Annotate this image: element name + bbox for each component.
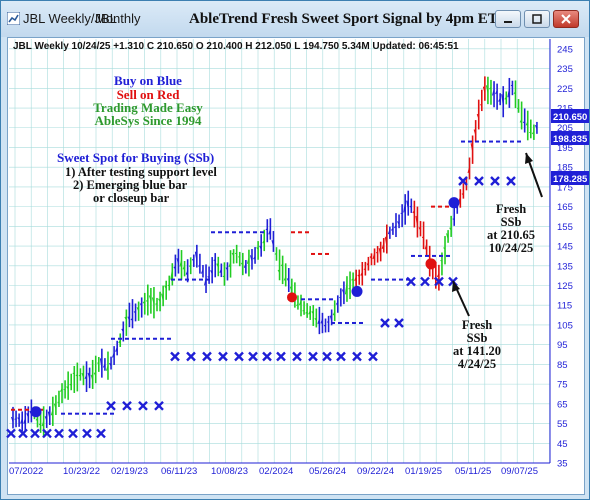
support-x-mark (31, 429, 39, 437)
annotation-first-fresh: Fresh (461, 318, 493, 332)
y-tick-label: 85 (557, 360, 568, 371)
x-tick-label: 05/26/24 (309, 466, 346, 477)
last-price-badge: 210.650 (551, 109, 589, 123)
y-tick-label: 135 (557, 261, 573, 272)
support-x-mark (55, 429, 63, 437)
support-x-mark (123, 402, 131, 410)
y-tick-label: 35 (557, 459, 568, 470)
support-x-mark (353, 353, 361, 361)
support-x-mark (263, 353, 271, 361)
support-x-mark (139, 402, 147, 410)
support-x-mark (475, 177, 483, 185)
price-tick (440, 260, 442, 261)
sweet-spot-line1: 1) After testing support level (65, 165, 217, 179)
sweet-spot-line3: or closeup bar (93, 191, 169, 205)
x-tick-label: 09/07/25 (501, 466, 538, 477)
support-x-mark (407, 278, 415, 286)
support-x-mark (249, 353, 257, 361)
support-x-mark (277, 353, 285, 361)
sell-signal-dot (426, 258, 437, 269)
price-tick (422, 237, 424, 238)
x-tick-label: 06/11/23 (161, 466, 197, 477)
price-tick (214, 260, 216, 261)
support-x-mark (507, 177, 515, 185)
x-tick-label: 02/2024 (259, 466, 293, 477)
price-badge-label: 178.285 (553, 174, 588, 185)
legend-since: AbleSys Since 1994 (73, 113, 223, 129)
x-tick-label: 09/22/24 (357, 466, 394, 477)
buy-signal-dot (352, 286, 363, 297)
sell-signal-dot (287, 292, 297, 302)
price-badge-label: 210.650 (553, 112, 587, 123)
support-x-mark (107, 402, 115, 410)
price-tick (462, 194, 464, 195)
y-tick-label: 235 (557, 64, 573, 75)
support-x-mark (421, 278, 429, 286)
y-tick-label: 165 (557, 202, 573, 213)
y-tick-label: 245 (557, 44, 573, 55)
annotation-arrowhead (452, 281, 460, 292)
level-price-badge: 178.285 (551, 171, 589, 185)
support-x-mark (323, 353, 331, 361)
support-x-mark (309, 353, 317, 361)
sweet-spot-line2: 2) Emerging blue bar (73, 178, 187, 192)
price-tick (73, 373, 75, 374)
support-x-mark (155, 402, 163, 410)
annotation-second-ssb: SSb (495, 215, 527, 229)
support-x-mark (293, 353, 301, 361)
price-tick (15, 419, 17, 420)
annotation-first-ssb: SSb (461, 331, 493, 345)
x-tick-label: 10/23/22 (63, 466, 100, 477)
support-x-mark (83, 429, 91, 437)
support-x-mark (491, 177, 499, 185)
price-tick (238, 257, 240, 258)
y-tick-label: 45 (557, 439, 568, 450)
price-tick (324, 326, 326, 327)
support-x-mark (187, 353, 195, 361)
x-tick-label: 10/08/23 (211, 466, 248, 477)
price-tick (327, 322, 329, 323)
y-tick-label: 145 (557, 242, 573, 253)
support-x-mark (395, 319, 403, 327)
y-tick-label: 115 (557, 301, 572, 312)
support-x-mark (69, 429, 77, 437)
sweet-spot-title: Sweet Spot for Buying (SSb) (57, 151, 214, 165)
x-tick-label: 05/11/25 (455, 466, 491, 477)
y-tick-label: 125 (557, 281, 573, 292)
buy-signal-dot (31, 406, 42, 417)
support-x-mark (337, 353, 345, 361)
annotation-second-date: 10/24/25 (483, 241, 539, 255)
x-tick-label: 02/19/23 (111, 466, 148, 477)
price-badge-label: 198.835 (553, 134, 588, 145)
price-tick (376, 252, 378, 253)
price-tick (480, 104, 482, 105)
y-tick-label: 55 (557, 419, 568, 430)
y-tick-label: 65 (557, 399, 568, 410)
y-tick-label: 225 (557, 84, 573, 95)
annotation-first-date: 4/24/25 (449, 357, 505, 371)
support-price-badge: 198.835 (551, 131, 589, 145)
support-x-mark (203, 353, 211, 361)
y-tick-label: 105 (557, 320, 573, 331)
x-tick-label: 07/2022 (9, 466, 43, 477)
buy-signal-dot (449, 197, 460, 208)
annotation-first-price: at 141.20 (449, 344, 505, 358)
price-tick (64, 389, 66, 390)
x-tick-label: 01/19/25 (405, 466, 442, 477)
annotation-second-price: at 210.65 (483, 228, 539, 242)
y-tick-label: 75 (557, 380, 568, 391)
annotation-second-fresh: Fresh (495, 202, 527, 216)
support-x-mark (369, 353, 377, 361)
annotation-arrowhead (525, 153, 533, 164)
quote-summary: JBL Weekly 10/24/25 +1.310 C 210.650 O 2… (13, 41, 459, 52)
support-x-mark (171, 353, 179, 361)
support-x-mark (19, 429, 27, 437)
price-tick (453, 219, 455, 220)
support-x-mark (7, 429, 15, 437)
price-tick (156, 304, 158, 305)
y-tick-label: 155 (557, 222, 573, 233)
y-tick-label: 95 (557, 340, 568, 351)
support-x-mark (97, 429, 105, 437)
